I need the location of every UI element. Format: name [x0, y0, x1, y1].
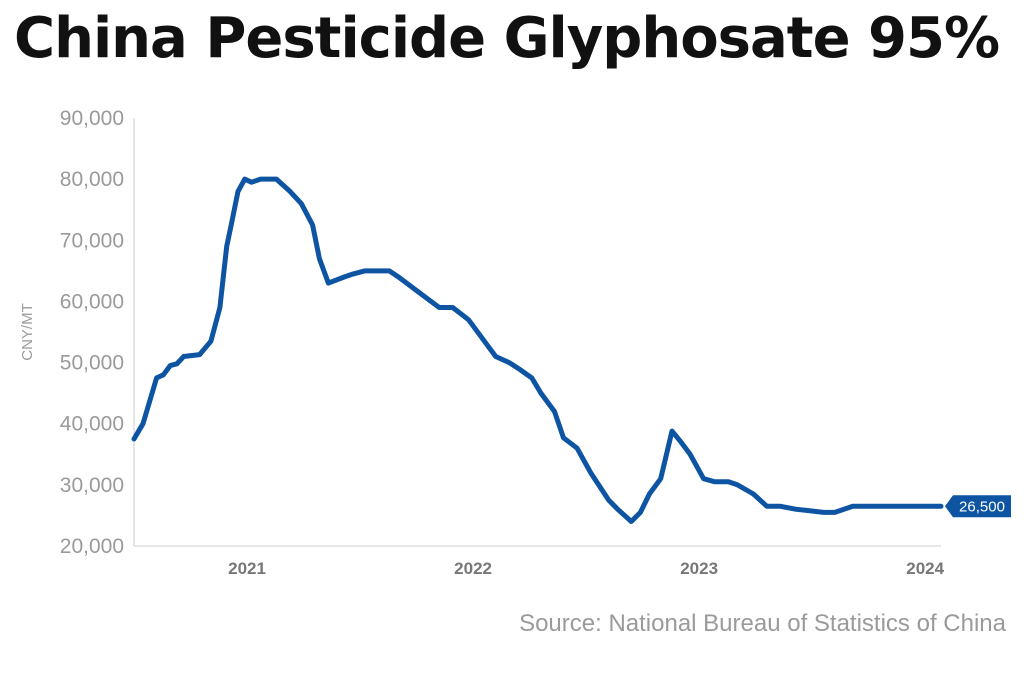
y-tick-label: 50,000 — [60, 352, 124, 375]
x-tick-label: 2023 — [680, 559, 718, 578]
y-axis-ticks: 20,000 30,000 40,000 50,000 60,000 70,000 80,0… — [60, 107, 124, 558]
end-value-label-text: 26,500 — [959, 498, 1005, 515]
x-tick-label: 2022 — [454, 559, 492, 578]
y-tick-label: 30,000 — [60, 474, 124, 497]
y-tick-label: 90,000 — [60, 107, 124, 130]
source-note: Source: National Bureau of Statistics of… — [519, 610, 1006, 637]
y-axis-label: CNY/MT — [19, 303, 36, 361]
end-value-label: 26,500 — [945, 495, 1011, 518]
x-tick-label: 2024 — [906, 559, 944, 578]
y-tick-label: 40,000 — [60, 413, 124, 436]
y-tick-label: 60,000 — [60, 290, 124, 313]
y-tick-label: 70,000 — [60, 229, 124, 252]
end-value-label-background — [945, 495, 1011, 518]
series-line — [131, 176, 944, 524]
y-tick-label: 80,000 — [60, 168, 124, 191]
page-title: China Pesticide Glyphosate 95% — [14, 6, 1000, 71]
y-tick-label: 20,000 — [60, 535, 124, 558]
x-axis-ticks: 2021 2022 2023 2024 — [228, 559, 945, 578]
x-tick-label: 2021 — [228, 559, 266, 578]
